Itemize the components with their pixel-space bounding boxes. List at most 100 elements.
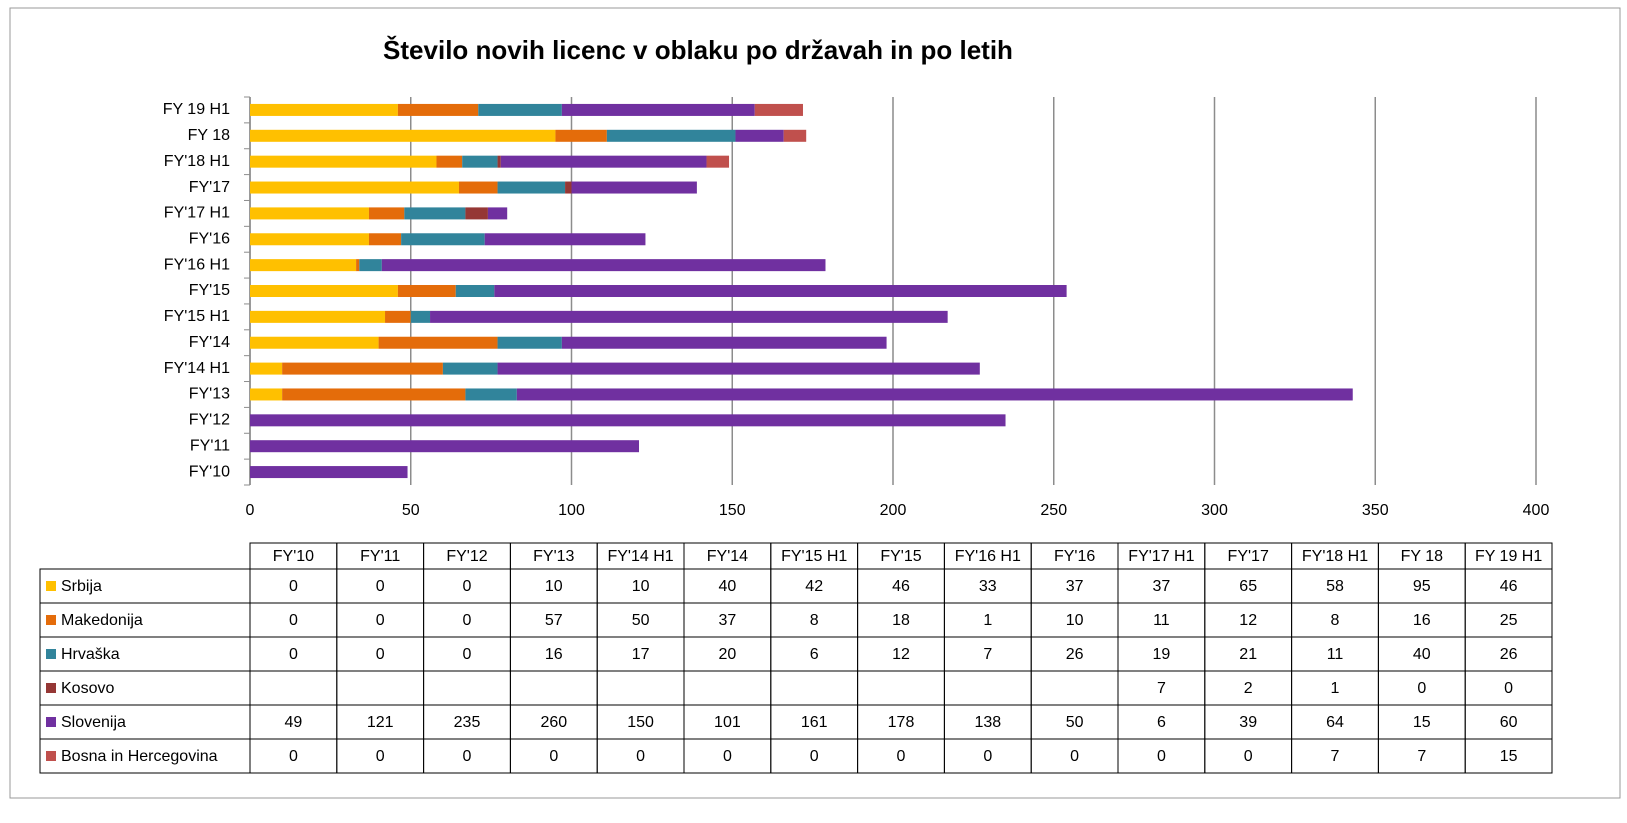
table-value: 0 — [376, 646, 385, 663]
table-value: 0 — [463, 612, 472, 629]
table-value: 33 — [979, 578, 997, 595]
table-value: 0 — [376, 612, 385, 629]
y-tick-label: FY'11 — [190, 437, 230, 454]
bar-segment — [606, 129, 736, 142]
bar-segment — [359, 259, 382, 272]
bar-segment — [561, 336, 887, 349]
legend-label: Kosovo — [61, 680, 114, 697]
bar-segment — [478, 103, 562, 116]
bar-segment — [565, 181, 572, 194]
table-header: FY'17 — [1228, 548, 1269, 565]
y-tick-label: FY'15 H1 — [164, 308, 230, 325]
table-value: 50 — [1066, 714, 1084, 731]
bar-segment — [385, 310, 411, 323]
table-value: 25 — [1500, 612, 1518, 629]
table-value: 121 — [367, 714, 394, 731]
bar-segment — [500, 155, 707, 168]
y-tick-label: FY'16 — [189, 230, 230, 247]
table-value: 40 — [719, 578, 737, 595]
legend-label: Hrvaška — [61, 646, 120, 663]
legend-swatch — [46, 717, 56, 727]
bar-segment — [250, 155, 437, 168]
table-value: 16 — [545, 646, 563, 663]
table-cell — [1464, 738, 1553, 774]
y-tick-label: FY'14 H1 — [164, 360, 230, 377]
y-tick-label: FY 18 — [188, 127, 231, 144]
bar-segment — [404, 207, 466, 220]
table-value: 64 — [1326, 714, 1344, 731]
legend-label: Srbija — [61, 578, 102, 595]
table-header: FY'15 — [880, 548, 921, 565]
legend-label: Makedonija — [61, 612, 143, 629]
bar-segment — [250, 259, 357, 272]
bar-segment — [706, 155, 730, 168]
table-value: 0 — [463, 748, 472, 765]
y-tick-label: FY'10 — [189, 463, 230, 480]
x-tick-label: 100 — [558, 502, 585, 519]
bar-segment — [250, 233, 369, 246]
table-value: 15 — [1500, 748, 1518, 765]
bar-segment — [368, 233, 402, 246]
bar-segment — [356, 259, 360, 272]
table-header: FY'14 H1 — [607, 548, 673, 565]
table-value: 7 — [983, 646, 992, 663]
table-value: 0 — [289, 748, 298, 765]
table-header: FY'13 — [533, 548, 574, 565]
legend-swatch — [46, 683, 56, 693]
bar-segment — [484, 233, 646, 246]
bar-segment — [497, 336, 562, 349]
chart-title: Število novih licenc v oblaku po državah… — [383, 35, 1013, 65]
table-value: 0 — [463, 646, 472, 663]
table-value: 0 — [1244, 748, 1253, 765]
table-value: 6 — [810, 646, 819, 663]
bar-segment — [430, 310, 948, 323]
x-tick-label: 400 — [1523, 502, 1550, 519]
bar-segment — [250, 440, 640, 453]
table-value: 10 — [545, 578, 563, 595]
table-value: 0 — [289, 612, 298, 629]
y-tick-label: FY'17 H1 — [164, 205, 230, 222]
table-value: 0 — [897, 748, 906, 765]
table-header: FY'15 H1 — [781, 548, 847, 565]
table-value: 0 — [1504, 680, 1513, 697]
table-value: 12 — [892, 646, 910, 663]
bar-segment — [250, 388, 283, 401]
table-value: 235 — [454, 714, 481, 731]
y-tick-label: FY'16 H1 — [164, 256, 230, 273]
table-value: 1 — [983, 612, 992, 629]
table-value: 19 — [1153, 646, 1171, 663]
table-value: 0 — [636, 748, 645, 765]
table-value: 150 — [627, 714, 654, 731]
table-value: 37 — [1153, 578, 1171, 595]
bar-segment — [397, 103, 479, 116]
table-value: 95 — [1413, 578, 1431, 595]
table-value: 0 — [376, 748, 385, 765]
table-header: FY'11 — [360, 548, 400, 565]
table-header: FY'17 H1 — [1128, 548, 1194, 565]
bar-segment — [458, 181, 498, 194]
table-value: 101 — [714, 714, 741, 731]
x-tick-label: 250 — [1040, 502, 1067, 519]
table-value: 10 — [1066, 612, 1084, 629]
y-tick-label: FY'15 — [189, 282, 230, 299]
table-header: FY'18 H1 — [1302, 548, 1368, 565]
x-tick-label: 0 — [246, 502, 255, 519]
table-value: 16 — [1413, 612, 1431, 629]
bar-segment — [250, 129, 556, 142]
bar-segment — [250, 181, 459, 194]
table-value: 11 — [1153, 612, 1170, 629]
table-value: 57 — [545, 612, 563, 629]
table-value: 0 — [376, 578, 385, 595]
bar-segment — [368, 207, 405, 220]
bar-segment — [754, 103, 803, 116]
table-value: 20 — [719, 646, 737, 663]
legend-label: Slovenija — [61, 714, 126, 731]
table-value: 26 — [1500, 646, 1518, 663]
bar-segment — [282, 388, 466, 401]
bar-segment — [381, 259, 826, 272]
x-tick-label: 200 — [880, 502, 907, 519]
table-value: 8 — [810, 612, 819, 629]
legend-swatch — [46, 581, 56, 591]
